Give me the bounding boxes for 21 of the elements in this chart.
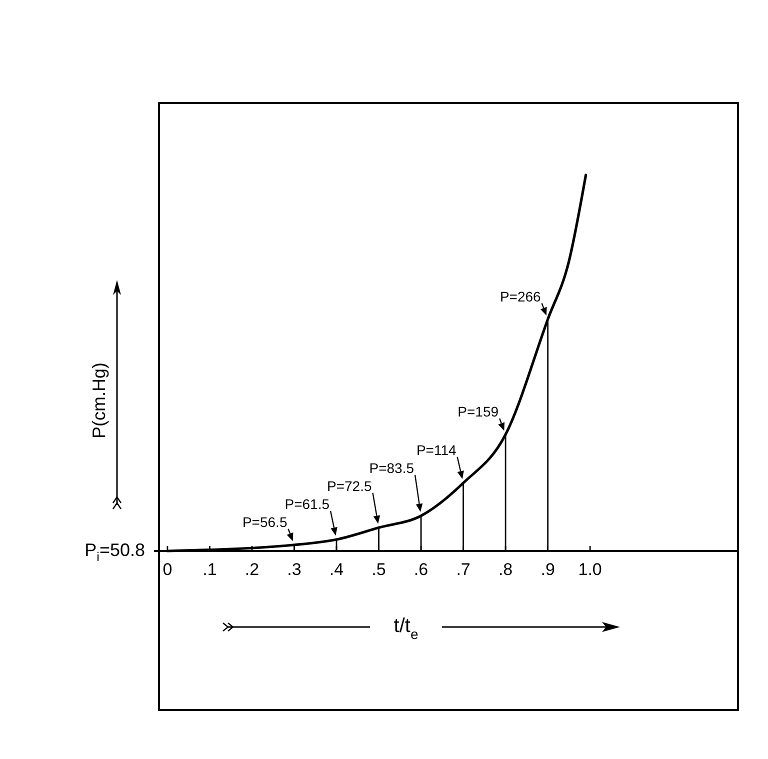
x-tick-label: .1 <box>202 560 217 580</box>
data-label: P=83.5 <box>369 460 414 476</box>
x-tick-label: .7 <box>456 560 470 580</box>
x-tick-label: .2 <box>244 560 260 580</box>
data-label: P=56.5 <box>242 514 288 530</box>
y-axis-title: P(cm.Hg) <box>88 362 109 438</box>
data-label: P=159 <box>458 403 499 420</box>
x-tick-label: 0 <box>162 560 172 580</box>
data-label: P=114 <box>416 442 456 458</box>
x-tick-label: 1.0 <box>578 560 602 580</box>
data-label: P$_{i}$=50.8 <box>84 540 145 564</box>
x-tick-label: .4 <box>329 560 344 580</box>
x-tick-label: .6 <box>414 560 428 580</box>
x-tick-label: .3 <box>287 560 302 580</box>
data-label: P=61.5 <box>284 496 330 512</box>
data-label: P=266 <box>500 288 542 304</box>
x-tick-label: .8 <box>498 560 513 580</box>
x-tick-label: .5 <box>372 560 386 580</box>
x-tick-label: .9 <box>540 560 555 580</box>
x-axis-title: t/t$_{e}$ <box>394 615 418 642</box>
data-label: P=72.5 <box>327 478 372 494</box>
